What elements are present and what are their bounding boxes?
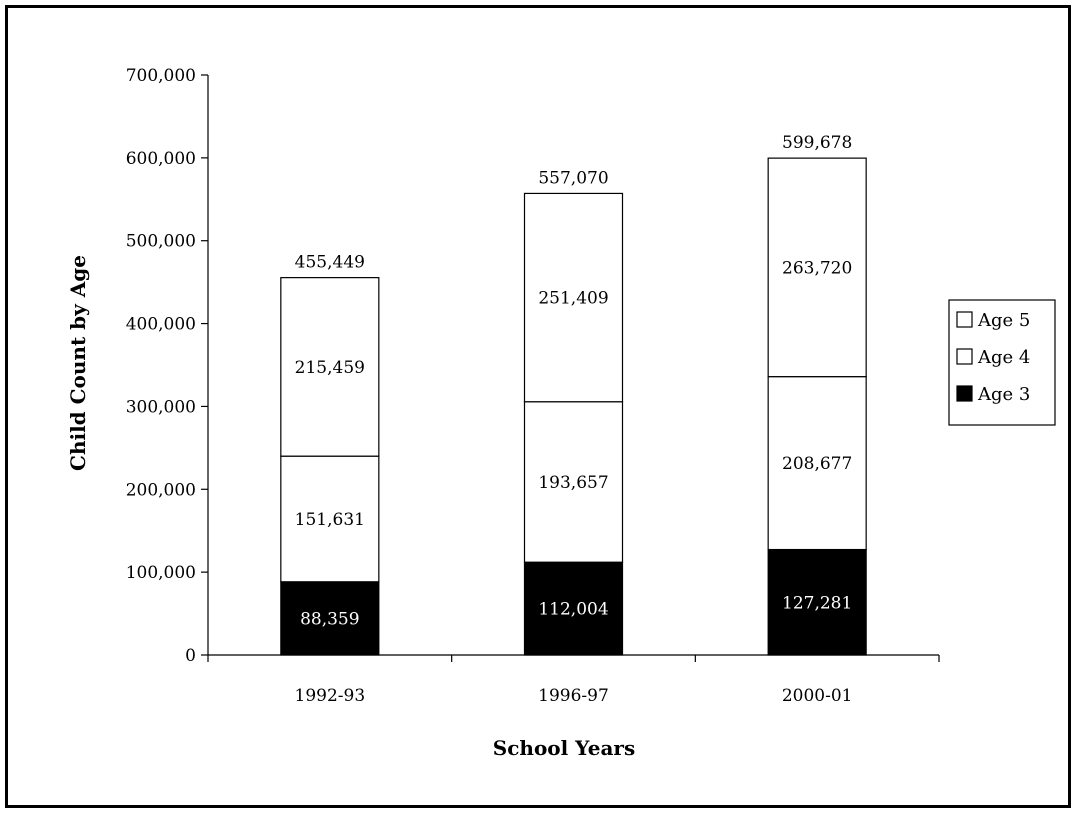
- y-tick-label: 0: [185, 646, 196, 666]
- bar-segment: [767, 376, 867, 551]
- bar-segment: [523, 561, 624, 656]
- total-label: 557,070: [538, 168, 608, 188]
- y-tick-label: 400,000: [126, 315, 196, 335]
- total-label: 455,449: [295, 253, 365, 273]
- legend-label: Age 5: [977, 310, 1030, 331]
- y-tick-label: 600,000: [126, 149, 196, 169]
- data-label: 215,459: [295, 358, 365, 378]
- chart-frame: 0 100,000 200,000 300,000 400,000 500,000 600,…: [5, 5, 1071, 808]
- x-tick-label: 1992-93: [295, 686, 366, 706]
- bar-segment: [767, 548, 867, 656]
- y-tick-label: 700,000: [126, 66, 196, 86]
- x-axis: 1992-93 1996-97 2000-01: [207, 654, 940, 706]
- legend-swatch: [956, 348, 973, 365]
- x-axis-label: School Years: [493, 736, 635, 760]
- y-axis-label: Child Count by Age: [66, 255, 90, 471]
- data-label: 251,409: [538, 289, 608, 309]
- bar-segment: [767, 157, 867, 378]
- legend-swatch: [956, 311, 973, 328]
- data-label: 127,281: [782, 593, 852, 613]
- bars: 88,359 151,631 215,459 455,449 112,004 193,65…: [280, 133, 867, 656]
- y-axis: 0 100,000 200,000 300,000 400,000 500,000 600,…: [126, 66, 209, 666]
- legend-label: Age 3: [977, 384, 1030, 405]
- legend-swatch: [956, 385, 973, 402]
- data-label: 151,631: [295, 510, 365, 530]
- bar-segment: [523, 401, 624, 563]
- data-label: 88,359: [300, 609, 359, 629]
- bar-segment: [280, 581, 380, 656]
- legend-label: Age 4: [977, 347, 1030, 368]
- y-tick-label: 300,000: [126, 397, 196, 417]
- y-tick-label: 200,000: [126, 480, 196, 500]
- bar-segment: [523, 192, 624, 403]
- stacked-bar-chart: 0 100,000 200,000 300,000 400,000 500,000 600,…: [66, 66, 1056, 760]
- total-label: 599,678: [782, 133, 852, 153]
- y-tick-label: 500,000: [126, 232, 196, 252]
- data-label: 263,720: [782, 258, 852, 278]
- data-label: 193,657: [538, 473, 608, 493]
- bar-segment: [280, 455, 380, 583]
- y-tick-label: 100,000: [126, 563, 196, 583]
- legend: Age 5 Age 4 Age 3: [948, 299, 1056, 426]
- x-tick-label: 1996-97: [538, 686, 609, 706]
- x-tick-label: 2000-01: [782, 686, 853, 706]
- data-label: 112,004: [538, 600, 608, 620]
- bar-segment: [280, 277, 380, 457]
- data-label: 208,677: [782, 454, 852, 474]
